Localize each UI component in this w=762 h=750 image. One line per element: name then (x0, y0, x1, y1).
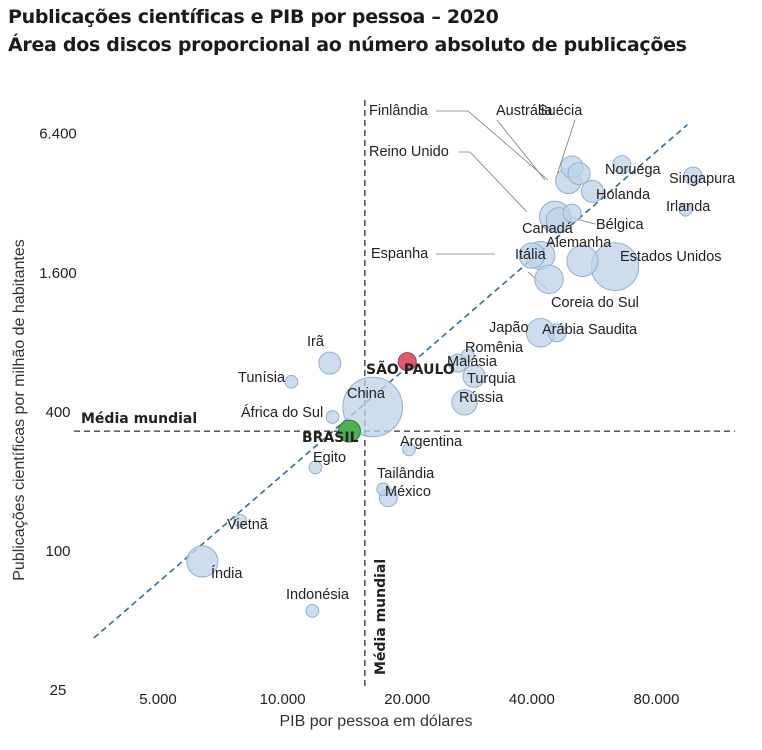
label-arabia-saudita: Arábia Saudita (542, 322, 638, 338)
label-africa-do-sul: África do Sul (241, 404, 323, 421)
x-tick-10000: 10.000 (260, 691, 306, 708)
point-vietna (233, 513, 248, 528)
label-italia: Itália (515, 247, 547, 263)
mean-y-label: Média mundial (81, 411, 197, 427)
label-canada: Canadá (522, 221, 574, 237)
label-singapura: Singapura (669, 171, 736, 187)
label-noruega: Noruega (605, 162, 662, 178)
chart-subtitle: Área dos discos proporcional ao número a… (8, 34, 687, 56)
point-tunisia (284, 374, 299, 389)
x-tick-80000: 80.000 (634, 691, 680, 708)
label-mexico: México (385, 484, 431, 500)
label-malasia: Malásia (447, 354, 498, 370)
point-alemanha (566, 244, 599, 278)
y-tick-1600: 1.600 (39, 265, 77, 282)
point-russia (451, 389, 478, 416)
point-sao-paulo (397, 352, 417, 372)
y-tick-400: 400 (45, 404, 70, 421)
y-axis-label: Publicações científicas por milhão de ha… (11, 239, 28, 581)
y-tick-25: 25 (50, 682, 67, 699)
point-egito (308, 460, 323, 475)
label-china: China (347, 386, 386, 402)
label-japao: Japão (489, 320, 529, 336)
label-indonesia: Indonésia (286, 587, 350, 603)
label-brasil: BRASIL (302, 430, 359, 446)
label-egito: Egito (313, 450, 346, 466)
point-china (342, 376, 403, 438)
point-africa-do-sul (325, 410, 340, 424)
label-tunisia: Tunísia (238, 370, 286, 386)
y-tick-100: 100 (45, 543, 70, 560)
point-singapura (683, 166, 703, 186)
label-holanda: Holanda (596, 187, 651, 203)
label-suecia: Suécia (538, 103, 583, 119)
point-turquia (462, 364, 486, 388)
leader-finlandia (436, 110, 549, 181)
point-indonesia (305, 604, 320, 618)
chart-title: Publicações científicas e PIB por pessoa… (8, 6, 499, 28)
point-brasil (337, 419, 361, 443)
label-coreia-do-sul: Coreia do Sul (551, 295, 639, 311)
y-tick-6400: 6.400 (39, 126, 77, 143)
point-noruega (612, 155, 632, 175)
label-espanha: Espanha (371, 246, 429, 262)
point-coreia-do-sul (534, 264, 564, 294)
point-belgica (562, 203, 582, 223)
point-espanha (518, 242, 546, 269)
label-turquia: Turquia (467, 371, 517, 387)
label-irlanda: Irlanda (666, 199, 711, 215)
label-romenia: Romênia (465, 340, 524, 356)
leader-suecia (555, 119, 576, 179)
label-vietna: Vietnã (227, 517, 269, 533)
point-argentina (402, 442, 416, 457)
label-india: Índia (211, 565, 243, 582)
point-india (186, 545, 219, 578)
point-irlanda (678, 202, 693, 217)
label-argentina: Argentina (400, 434, 463, 450)
label-alemanha: Alemanha (546, 235, 612, 251)
point-holanda (580, 179, 604, 203)
point-tailandia (376, 482, 391, 497)
label-sao-paulo: SÃO PAULO (366, 361, 455, 378)
leader-australia (496, 119, 546, 181)
label-ira: Irã (307, 334, 325, 350)
label-estados-unidos: Estados Unidos (620, 249, 722, 265)
mean-x-label: Média mundial (373, 559, 389, 675)
leader-reino-unido (459, 151, 528, 213)
x-axis-label: PIB por pessoa em dólares (280, 713, 473, 730)
x-tick-40000: 40.000 (509, 691, 555, 708)
label-finlandia: Finlândia (369, 103, 429, 119)
point-romenia (460, 348, 475, 363)
label-australia: Austrália (496, 103, 553, 119)
point-ira (318, 351, 342, 375)
label-belgica: Bélgica (596, 217, 644, 233)
point-arabia-saudita (547, 323, 567, 343)
point-suecia (567, 162, 591, 186)
label-reino-unido: Reino Unido (369, 144, 449, 160)
x-tick-20000: 20.000 (384, 691, 430, 708)
x-tick-5000: 5.000 (139, 691, 177, 708)
label-russia: Rússia (459, 390, 504, 406)
label-tailandia: Tailândia (377, 466, 435, 482)
